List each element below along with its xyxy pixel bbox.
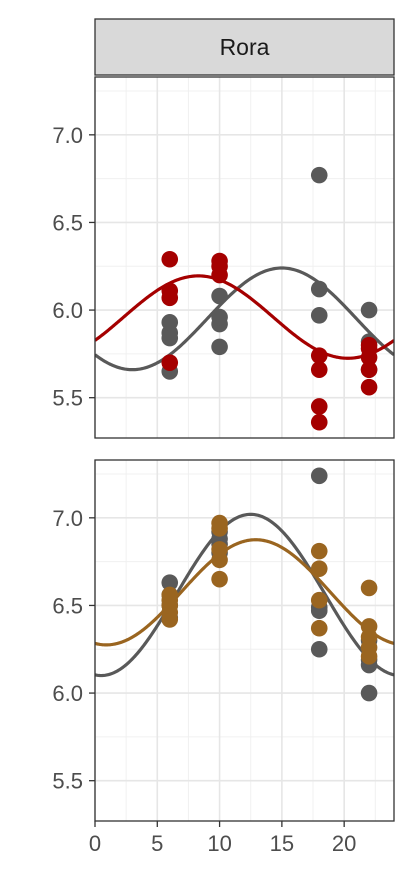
data-point-red [211,252,228,270]
data-point-brown [310,560,328,577]
panel-border [94,459,395,822]
data-point-grey [310,166,328,184]
data-point-brown [310,591,328,609]
x-tick-label: 15 [270,831,294,856]
panel-border [94,76,395,439]
x-tick-label: 20 [332,831,356,856]
data-point-grey [161,574,179,591]
data-point-brown [360,618,378,635]
panel-background [95,77,394,438]
data-point-red [310,413,328,431]
y-tick-label: 7.0 [52,506,83,531]
y-tick-label: 7.0 [52,123,83,148]
y-tick-label: 6.5 [52,210,83,235]
data-point-grey [161,314,179,331]
facet-strip [94,18,395,76]
facet-strip-label: Rora [220,34,270,60]
x-tick-label: 5 [151,831,163,856]
y-tick-label: 5.5 [52,769,83,794]
data-point-brown [360,579,378,597]
fit-curves [95,512,394,678]
panel-top: 5.5 6.0 6.5 7.0 [52,76,395,439]
data-point-red [161,354,179,371]
fit-curve-grey [95,512,394,678]
data-point-red [310,361,328,378]
data-point-red [360,336,378,354]
data-point-grey [310,640,328,658]
y-tick-label: 5.5 [52,386,83,411]
data-point-grey [310,467,328,485]
data-point-red [161,250,179,268]
y-tick-label: 6.0 [52,681,83,706]
data-point-grey [211,338,228,356]
data-point-brown [310,542,328,560]
data-point-red [161,282,179,300]
data-point-grey [310,307,328,324]
x-tick-label: 10 [207,831,231,856]
data-point-brown [211,570,228,588]
data-point-grey [310,280,328,298]
data-point-brown [310,619,328,637]
data-point-grey [360,684,378,702]
x-tick-label: 0 [89,831,101,856]
panel-bottom: 5.5 6.0 6.5 7.0 0 5 10 15 20 [52,459,395,856]
data-point-red [360,361,378,378]
fit-curve-red [95,274,394,360]
data-point-brown [161,586,179,604]
y-tick-label: 6.5 [52,593,83,618]
data-points [161,166,378,431]
data-point-red [310,398,328,415]
data-points [161,467,378,702]
data-point-brown [211,541,228,558]
fit-curve-brown [95,538,394,647]
data-point-brown [211,514,228,532]
y-tick-label: 6.0 [52,298,83,323]
data-point-red [310,347,328,364]
data-point-grey [211,287,228,305]
fit-curve-grey [95,266,394,372]
data-point-grey [211,308,228,326]
fit-curves [95,266,394,372]
data-point-red [360,378,378,396]
data-point-grey [360,301,378,319]
